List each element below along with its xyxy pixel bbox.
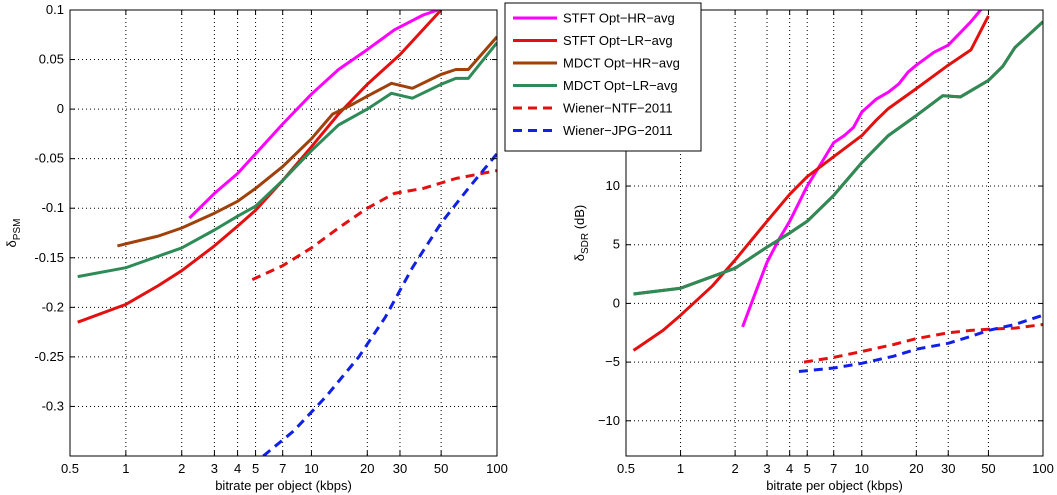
x-tick-label: 2 [731,461,738,476]
x-tick-label: 7 [830,461,837,476]
series-line-wiener_jpg [798,313,1043,373]
y-tick-label: −10 [598,413,620,428]
y-axis-label: δSDR (dB) [572,205,591,262]
y-label-subscript: SDR [580,233,591,254]
x-tick-label: 5 [804,461,811,476]
legend-label-mdct_lr: MDCT Opt−LR−avg [563,78,678,93]
y-tick-label: 0.1 [46,2,64,17]
x-tick-label: 20 [909,461,923,476]
psm-plot: 0.5 1 2 3 4 5 7 10 20 30 50 100 -0.3 -0.25 -0.2 -0.15 -0… [4,2,508,493]
x-tick-label: 10 [304,461,318,476]
y-tick-label: -0.2 [42,299,64,314]
series-group [77,10,497,456]
series-line-stft_lr [77,10,443,324]
x-tick-label: 50 [981,461,995,476]
y-label-symbol: δ [572,254,587,261]
x-tick-label: 100 [486,461,508,476]
y-tick-label: -0.15 [34,250,64,265]
x-tick-label: 0.5 [61,461,79,476]
series-line-mdct_lr [633,20,1043,296]
series-line-wiener_jpg [262,152,497,456]
y-label-subscript: PSM [12,219,23,241]
legend-label-stft_lr: STFT Opt−LR−avg [563,33,673,48]
x-tick-label: 4 [786,461,793,476]
plot-area [70,10,497,456]
x-tick-label: 5 [252,461,259,476]
x-tick-label: 1 [122,461,129,476]
x-axis-label: bitrate per object (kbps) [766,478,903,493]
y-label-symbol: δ [4,240,19,247]
x-tick-label: 0.5 [617,461,635,476]
x-axis-label: bitrate per object (kbps) [215,478,352,493]
x-tick-label: 7 [279,461,286,476]
y-tick-label: -0.25 [34,349,64,364]
x-tick-label: 1 [677,461,684,476]
y-tick-label: 0.05 [39,52,64,67]
x-tick-label: 3 [211,461,218,476]
y-tick-label: 5 [613,237,620,252]
series-group [632,10,1043,373]
legend-label-wiener_ntf: Wiener−NTF−2011 [563,101,673,116]
y-tick-label: 0 [57,101,64,116]
series-line-wiener_ntf [803,323,1043,364]
legend-label-stft_hr: STFT Opt−HR−avg [563,11,675,26]
x-tick-label: 30 [393,461,407,476]
y-tick-label: 0 [613,295,620,310]
legend-box [504,2,702,152]
legend: STFT Opt−HR−avg STFT Opt−LR−avg MDCT Opt−H… [504,2,702,152]
x-tick-label: 10 [855,461,869,476]
x-tick-label: 50 [434,461,448,476]
y-axis-label: δPSM [4,219,23,248]
series-line-mdct_lr [77,41,497,279]
y-tick-label: -0.3 [42,398,64,413]
x-tick-label: 100 [1032,461,1054,476]
x-tick-label: 4 [234,461,241,476]
x-tick-label: 2 [178,461,185,476]
x-tick-label: 20 [360,461,374,476]
y-tick-label: -0.05 [34,151,64,166]
x-tick-label: 3 [763,461,770,476]
series-line-stft_hr [741,10,983,328]
plot-frame [625,9,1044,457]
y-tick-label: 10 [606,178,620,193]
legend-label-wiener_jpg: Wiener−JPG−2011 [563,123,673,138]
x-tick-label: 30 [941,461,955,476]
y-tick-label: -0.1 [42,200,64,215]
grid [626,10,1043,456]
legend-label-mdct_hr: MDCT Opt−HR−avg [563,56,680,71]
y-tick-label: −5 [605,354,620,369]
series-line-stft_hr [188,10,439,220]
y-label-unit: (dB) [572,205,587,233]
series-line-stft_lr [632,15,990,352]
plot-frame [69,9,498,457]
series-line-wiener_ntf [251,169,497,281]
series-line-mdct_hr [117,35,497,248]
